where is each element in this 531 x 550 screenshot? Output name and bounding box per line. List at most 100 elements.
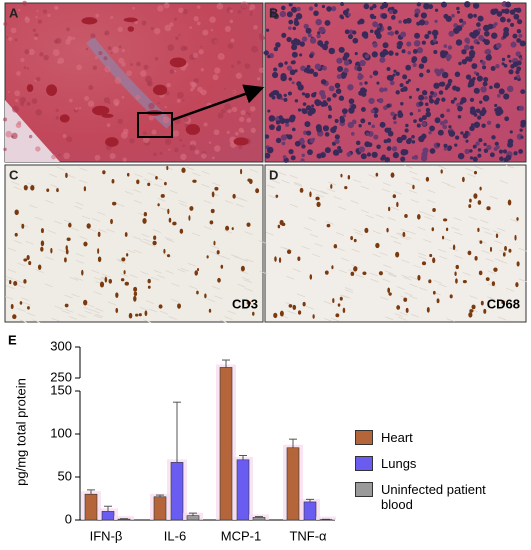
stained-cell	[14, 209, 19, 216]
tissue-texture	[196, 21, 201, 26]
stained-cell	[431, 227, 435, 232]
nucleus	[352, 30, 357, 35]
stained-cell	[216, 250, 220, 255]
fiber	[268, 194, 277, 199]
tissue-texture	[85, 47, 89, 51]
fiber	[25, 240, 34, 245]
stained-cell	[302, 301, 306, 307]
fiber	[417, 226, 426, 231]
nucleus	[291, 60, 296, 65]
nucleus	[513, 13, 520, 20]
stained-cell	[120, 278, 125, 282]
nucleus	[338, 95, 345, 101]
tissue-texture	[58, 153, 61, 157]
nucleus	[391, 146, 398, 152]
nucleus	[493, 146, 498, 151]
stained-cell	[124, 232, 128, 237]
nucleus	[392, 73, 396, 77]
nucleus	[283, 93, 287, 97]
nucleus	[501, 62, 505, 66]
fiber	[168, 316, 177, 320]
stained-cell	[167, 208, 170, 215]
tissue-texture	[42, 9, 48, 14]
nucleus	[476, 75, 483, 82]
nucleus	[479, 100, 483, 104]
tissue-texture	[11, 132, 18, 140]
stained-cell	[330, 184, 333, 189]
fiber	[223, 229, 233, 234]
fiber	[48, 173, 58, 178]
nucleus	[335, 88, 342, 95]
stained-cell	[133, 286, 138, 292]
nucleus	[472, 2, 480, 9]
stained-cell	[27, 306, 30, 310]
nucleus	[471, 63, 478, 70]
tissue-texture	[143, 136, 150, 144]
fiber	[95, 307, 104, 312]
tissue-texture	[84, 96, 90, 101]
nucleus	[393, 69, 397, 73]
stained-cell	[462, 280, 467, 284]
fiber	[315, 193, 325, 198]
tissue-texture	[202, 29, 209, 36]
nucleus	[275, 137, 282, 144]
nucleus	[324, 147, 331, 154]
fiber	[203, 200, 212, 204]
fiber	[141, 233, 150, 238]
nucleus	[392, 116, 397, 120]
stained-cell	[278, 257, 282, 263]
nucleus	[433, 35, 438, 40]
stained-cell	[177, 303, 181, 309]
stained-cell	[255, 188, 260, 194]
nucleus	[513, 151, 518, 156]
nucleus	[516, 19, 523, 25]
nucleus	[278, 62, 284, 68]
nucleus	[397, 112, 404, 118]
stained-cell	[516, 261, 520, 267]
stained-cell	[312, 314, 315, 319]
fiber	[79, 236, 88, 240]
tissue-texture	[189, 81, 196, 87]
tissue-texture	[214, 145, 221, 152]
nucleus	[308, 68, 315, 74]
fiber	[297, 293, 306, 298]
blood-vessel	[185, 124, 201, 135]
fiber	[179, 202, 188, 207]
fiber	[400, 295, 409, 300]
nucleus	[371, 51, 378, 58]
nucleus	[266, 146, 274, 154]
bar	[153, 496, 167, 521]
nucleus	[302, 102, 307, 106]
fiber	[284, 247, 293, 252]
stained-cell	[108, 278, 113, 284]
nucleus	[473, 71, 477, 75]
nucleus	[370, 15, 375, 20]
nucleus	[366, 132, 370, 136]
nucleus	[486, 120, 492, 125]
nucleus	[358, 124, 362, 128]
fiber	[325, 220, 334, 225]
bar	[252, 517, 266, 521]
nucleus	[324, 19, 331, 26]
fiber	[69, 276, 79, 281]
stained-cell	[514, 234, 517, 241]
stained-cell	[332, 298, 335, 304]
fiber	[336, 247, 345, 252]
tissue-texture	[212, 74, 219, 81]
stained-cell	[210, 208, 215, 214]
fiber	[22, 301, 32, 306]
tissue-texture	[169, 69, 175, 74]
fiber	[439, 255, 448, 260]
tissue-texture	[240, 3, 248, 10]
fiber	[93, 291, 102, 296]
nucleus	[360, 153, 367, 160]
fiber	[518, 278, 528, 283]
stained-cell	[478, 270, 483, 276]
nucleus	[458, 18, 464, 23]
tissue-texture	[143, 64, 149, 70]
tissue-texture	[65, 39, 71, 45]
nucleus	[318, 26, 326, 34]
nucleus	[478, 35, 484, 41]
stained-cell	[441, 235, 445, 240]
nucleus	[393, 120, 397, 125]
